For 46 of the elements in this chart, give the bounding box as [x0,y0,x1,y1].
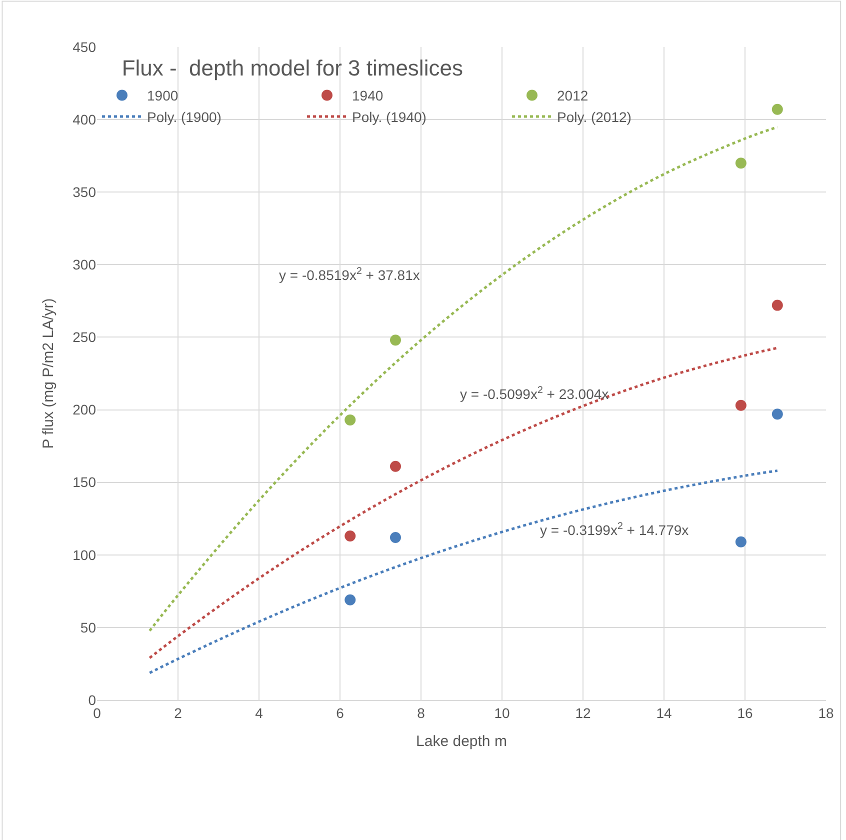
legend-label: 1900 [147,88,178,104]
x-tick-label: 10 [494,704,510,721]
chart-title: Flux - depth model for 3 timeslices [122,56,463,81]
annotation: y = -0.5099x$^{2}$ + 23.004x [460,385,609,402]
line-series [148,346,779,660]
y-tick-label: 400 [72,111,96,128]
y-tick-label: 50 [80,619,96,636]
y-tick-label: 0 [88,692,96,708]
point [344,414,356,426]
x-axis-title: Lake depth m [416,732,507,750]
y-tick-label: 250 [72,329,96,346]
line-series [148,469,779,674]
y-tick-label: 200 [72,402,96,418]
legend-label: 2012 [557,88,588,104]
point [735,536,746,548]
legend-label: Poly. (1940) [352,108,426,125]
legend-label: Poly. (2012) [557,108,632,125]
legend-label: 1940 [352,88,384,104]
annotation: y = -0.8519x$^{2}$ + 37.81x [279,266,420,283]
point [772,300,783,311]
point [344,530,356,542]
point [735,400,746,411]
x-tick-label: 4 [255,704,264,721]
y-axis-title: P flux (mg P/m2 LA/yr) [40,298,57,449]
y-tick-label: 100 [72,546,96,563]
x-tick-label: 14 [656,704,672,721]
point [344,594,356,606]
y-tick-label: 450 [72,38,96,55]
point [772,408,783,420]
x-tick-label: 18 [818,704,834,721]
x-tick-label: 12 [575,704,591,721]
y-tick-label: 300 [72,256,96,273]
y-tick-label: 150 [72,474,96,490]
x-tick-label: 6 [336,704,344,721]
point [772,104,783,115]
x-tick-label: 16 [737,704,753,721]
point [390,334,401,346]
y-tick-label: 350 [72,184,96,200]
annotation: y = -0.3199x$^{2}$ + 14.779x [540,521,689,538]
point [735,158,746,169]
point [390,532,401,543]
point [390,460,401,472]
x-tick-label: 8 [417,704,426,721]
line-series [148,126,779,632]
legend-label: Poly. (1900) [147,108,222,125]
x-tick-label: 2 [174,704,182,721]
